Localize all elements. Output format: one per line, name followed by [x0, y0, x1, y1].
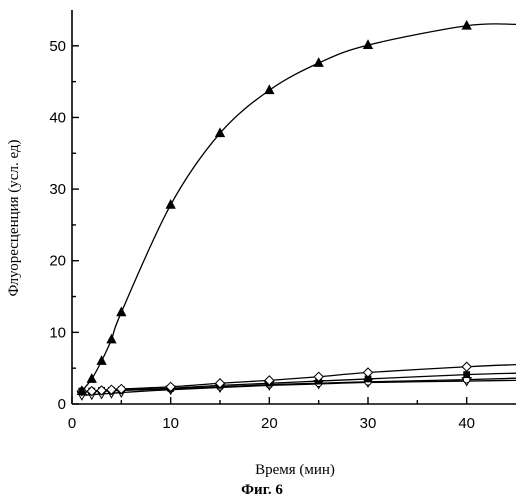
series-line-1 — [82, 24, 516, 391]
y-tick-label: 20 — [49, 253, 66, 270]
triangle-marker — [107, 335, 116, 344]
x-tick-label: 20 — [261, 415, 278, 432]
square-marker — [463, 371, 470, 378]
y-tick-label: 40 — [49, 109, 66, 126]
triangle-marker — [166, 200, 175, 209]
y-tick-label: 30 — [49, 181, 66, 198]
diamond-marker — [462, 362, 471, 371]
triangle-marker — [265, 85, 274, 94]
x-tick-label: 40 — [458, 415, 475, 432]
x-tick-label: 10 — [162, 415, 179, 432]
x-tick-label: 30 — [360, 415, 377, 432]
triangle-marker — [117, 307, 126, 316]
y-tick-label: 10 — [49, 324, 66, 341]
series-line-2 — [82, 365, 516, 392]
axes — [72, 10, 516, 404]
triangle-marker — [97, 356, 106, 365]
figure-caption: Фиг. 6 — [241, 482, 283, 498]
ticks: 0 10 20 30 40 0 10 20 30 40 50 — [49, 38, 475, 432]
y-axis-label: Флуоресценция (усл. ед) — [6, 139, 22, 296]
series-lines — [82, 24, 516, 396]
x-axis-label: Время (мин) — [255, 462, 335, 478]
series-line-3 — [82, 373, 516, 391]
series-markers — [77, 21, 471, 400]
x-tick-label: 0 — [68, 415, 76, 432]
y-tick-label: 0 — [58, 396, 66, 413]
triangle-marker — [87, 374, 96, 383]
y-tick-label: 50 — [49, 38, 66, 55]
